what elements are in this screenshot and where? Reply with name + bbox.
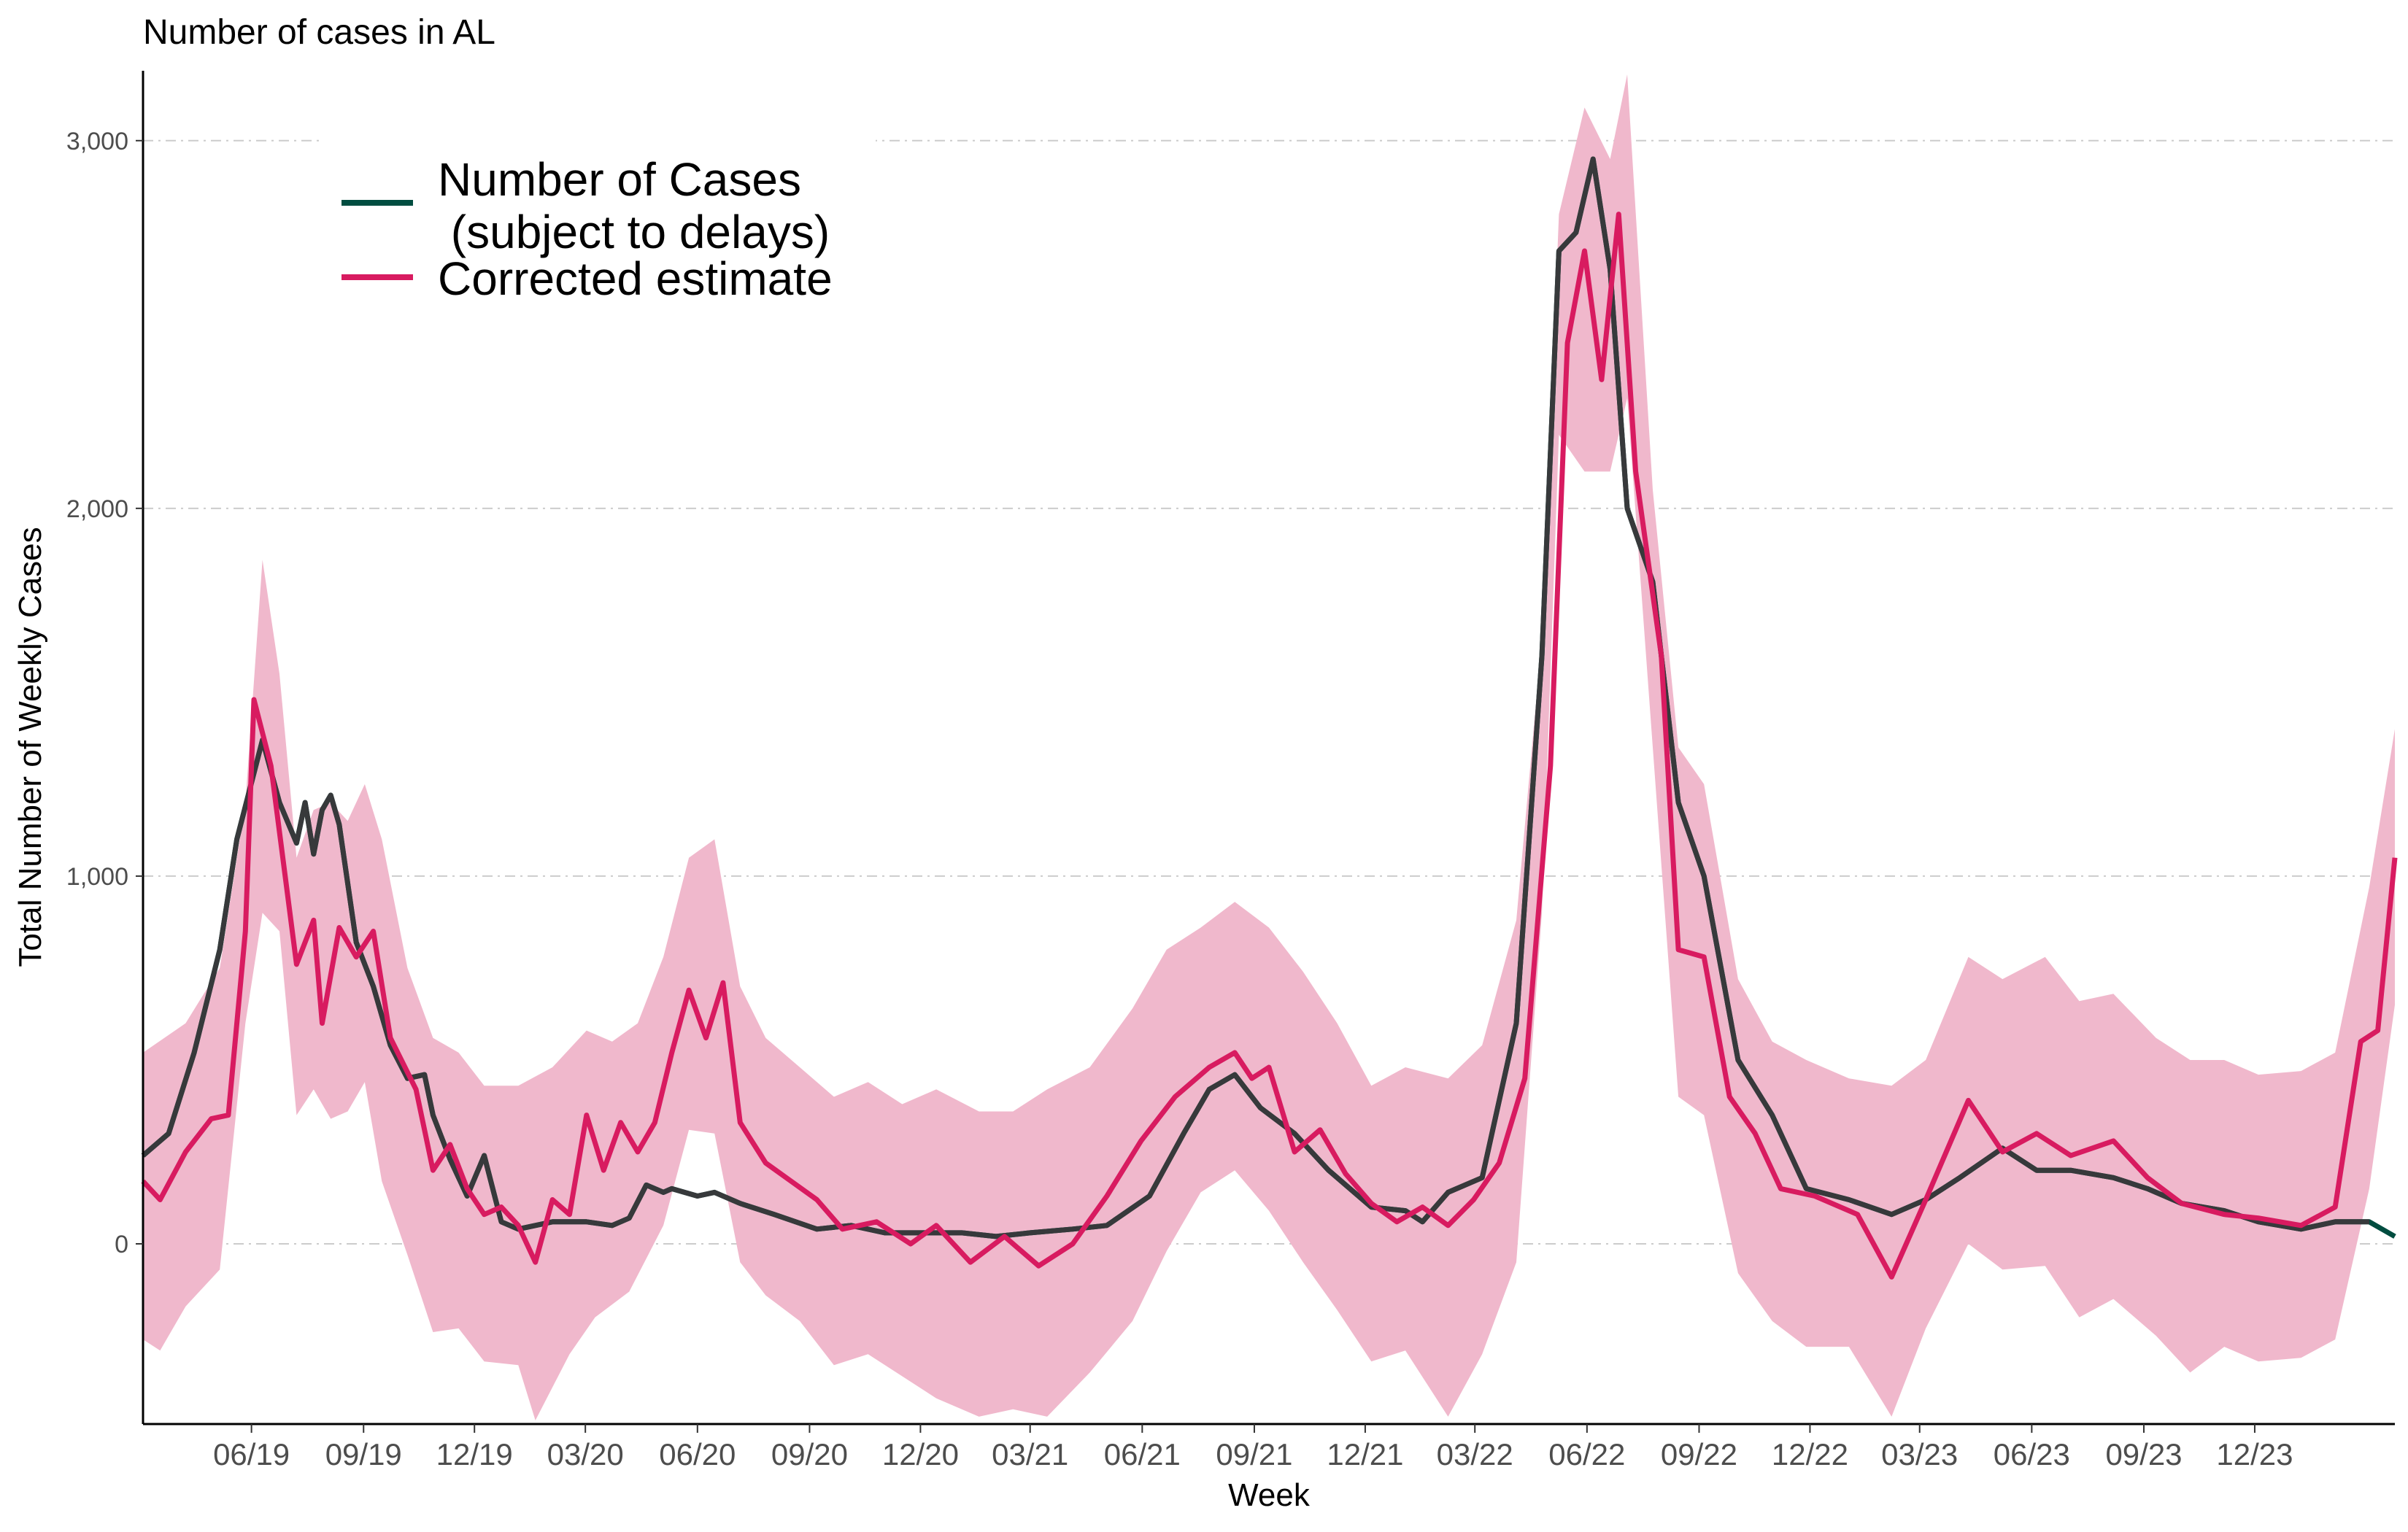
legend: Number of Cases (subject to delays) Corr… bbox=[321, 139, 876, 321]
x-tick-label: 03/23 bbox=[1881, 1437, 1958, 1471]
x-tick-label: 12/19 bbox=[436, 1437, 513, 1471]
y-axis-title: Total Number of Weekly Cases bbox=[12, 527, 48, 967]
x-tick-label: 06/23 bbox=[1994, 1437, 2070, 1471]
y-tick-label: 3,000 bbox=[66, 128, 128, 155]
y-tick-label: 2,000 bbox=[66, 495, 128, 523]
x-ticks: 06/19 09/19 12/19 03/20 06/20 09/20 12/20 03/21… bbox=[213, 1424, 2293, 1471]
x-tick-label: 06/22 bbox=[1548, 1437, 1625, 1471]
legend-label-corrected: Corrected estimate bbox=[438, 252, 833, 305]
x-tick-label: 03/20 bbox=[547, 1437, 624, 1471]
legend-background bbox=[321, 139, 876, 321]
x-axis-title: Week bbox=[1228, 1477, 1311, 1513]
x-tick-label: 06/20 bbox=[659, 1437, 736, 1471]
x-tick-label: 12/23 bbox=[2216, 1437, 2293, 1471]
y-ticks: 0 1,000 2,000 3,000 bbox=[66, 128, 143, 1258]
x-tick-label: 09/20 bbox=[771, 1437, 848, 1471]
x-tick-label: 12/20 bbox=[882, 1437, 959, 1471]
series-corrected-line bbox=[141, 212, 2398, 1280]
y-tick-label: 1,000 bbox=[66, 863, 128, 891]
x-tick-label: 06/19 bbox=[213, 1437, 290, 1471]
x-tick-label: 09/21 bbox=[1216, 1437, 1292, 1471]
series-layer bbox=[141, 156, 2398, 1280]
x-tick-label: 03/22 bbox=[1437, 1437, 1513, 1471]
legend-label-cases: Number of Cases (subject to delays) bbox=[438, 153, 830, 258]
ribbon-corrected-interval bbox=[143, 74, 2395, 1420]
y-tick-label: 0 bbox=[115, 1231, 128, 1258]
x-tick-label: 06/21 bbox=[1104, 1437, 1181, 1471]
ribbon-layer bbox=[143, 74, 2395, 1420]
x-tick-label: 09/22 bbox=[1661, 1437, 1737, 1471]
series-cases-overlay bbox=[141, 156, 2369, 1239]
x-tick-label: 12/22 bbox=[1772, 1437, 1848, 1471]
x-tick-label: 09/19 bbox=[325, 1437, 402, 1471]
x-tick-label: 09/23 bbox=[2105, 1437, 2182, 1471]
x-tick-label: 12/21 bbox=[1327, 1437, 1403, 1471]
x-tick-label: 03/21 bbox=[992, 1437, 1068, 1471]
chart-title: Number of cases in AL bbox=[143, 13, 495, 52]
